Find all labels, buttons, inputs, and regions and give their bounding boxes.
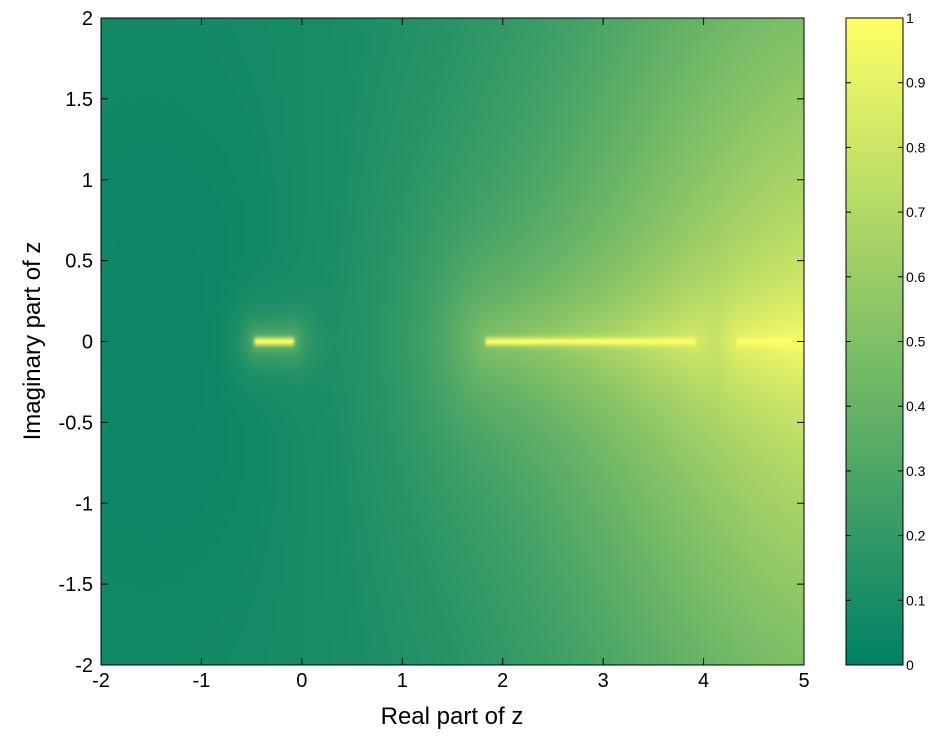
y-tick-label: -1.5	[59, 574, 93, 596]
y-axis-ticks: -2 -1.5 -1 -0.5 0 0.5 1 1.5 2	[59, 8, 804, 677]
y-tick-label: 1.5	[65, 89, 93, 111]
colorbar-tick-label: 0.1	[906, 592, 926, 608]
colorbar-tick-label: 0.6	[906, 269, 926, 285]
y-tick-label: 0.5	[65, 251, 93, 273]
x-tick-label: -2	[92, 670, 110, 692]
colorbar-tick-label: 0.2	[906, 528, 926, 544]
y-tick-label: 0	[82, 332, 93, 354]
colorbar-tick-label: 0.3	[906, 463, 926, 479]
y-axis-label: Imaginary part of z	[19, 242, 46, 441]
x-tick-label: 5	[798, 670, 809, 692]
colorbar-tick-label: 0.8	[906, 139, 926, 155]
colorbar-tick-label: 1	[906, 10, 914, 26]
colorbar-tick-label: 0.9	[906, 75, 926, 91]
colorbar-tick-label: 0.4	[906, 398, 926, 414]
x-axis-ticks: -2 -1 0 1 2 3 4 5	[92, 18, 810, 692]
heatmap-image	[101, 18, 804, 665]
colorbar-tick-label: 0	[906, 657, 914, 673]
x-tick-label: 4	[698, 670, 709, 692]
x-tick-label: 0	[296, 670, 307, 692]
y-tick-label: -1	[75, 493, 93, 515]
colorbar-ticks: 0 0.1 0.2 0.3 0.4 0.5 0.6 0.7 0.8 0.9 1	[846, 10, 926, 673]
x-tick-label: 2	[497, 670, 508, 692]
y-tick-label: -0.5	[59, 412, 93, 434]
x-axis-label: Real part of z	[381, 703, 524, 730]
x-tick-label: -1	[193, 670, 211, 692]
colorbar	[845, 17, 904, 666]
x-tick-label: 1	[397, 670, 408, 692]
colorbar-tick-label: 0.5	[906, 334, 926, 350]
x-tick-label: 3	[598, 670, 609, 692]
y-tick-label: -2	[75, 655, 93, 677]
colorbar-tick-label: 0.7	[906, 204, 926, 220]
y-tick-label: 2	[82, 8, 93, 30]
y-tick-label: 1	[82, 170, 93, 192]
